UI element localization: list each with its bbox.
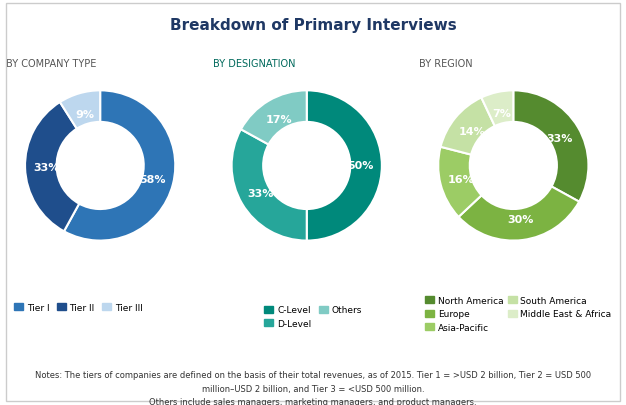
Wedge shape (438, 147, 481, 217)
Text: 17%: 17% (266, 115, 292, 125)
Text: 14%: 14% (458, 127, 485, 136)
Legend: North America, Europe, Asia-Pacific, South America, Middle East & Africa: North America, Europe, Asia-Pacific, Sou… (421, 292, 615, 336)
Wedge shape (60, 91, 100, 129)
Wedge shape (64, 91, 175, 241)
Legend: Tier I, Tier II, Tier III: Tier I, Tier II, Tier III (11, 299, 146, 315)
Legend: C-Level, D-Level, Others: C-Level, D-Level, Others (261, 302, 365, 332)
Text: Breakdown of Primary Interviews: Breakdown of Primary Interviews (170, 18, 456, 33)
Text: 33%: 33% (33, 163, 59, 173)
Text: BY COMPANY TYPE: BY COMPANY TYPE (6, 59, 96, 69)
Text: 9%: 9% (76, 109, 95, 119)
Wedge shape (481, 91, 513, 127)
Text: BY DESIGNATION: BY DESIGNATION (213, 59, 295, 69)
Wedge shape (307, 91, 382, 241)
Text: 58%: 58% (140, 175, 166, 184)
Text: 7%: 7% (492, 109, 511, 118)
Wedge shape (232, 130, 307, 241)
Text: Notes: The tiers of companies are defined on the basis of their total revenues, : Notes: The tiers of companies are define… (35, 371, 591, 405)
Wedge shape (459, 187, 579, 241)
Wedge shape (241, 91, 307, 145)
Wedge shape (513, 91, 588, 202)
Text: 33%: 33% (247, 188, 274, 198)
Text: BY REGION: BY REGION (419, 59, 473, 69)
Text: 30%: 30% (507, 215, 533, 224)
Wedge shape (441, 98, 495, 155)
Wedge shape (25, 103, 79, 232)
Text: 16%: 16% (448, 175, 475, 184)
Text: 33%: 33% (546, 134, 573, 144)
Text: 50%: 50% (347, 161, 374, 171)
